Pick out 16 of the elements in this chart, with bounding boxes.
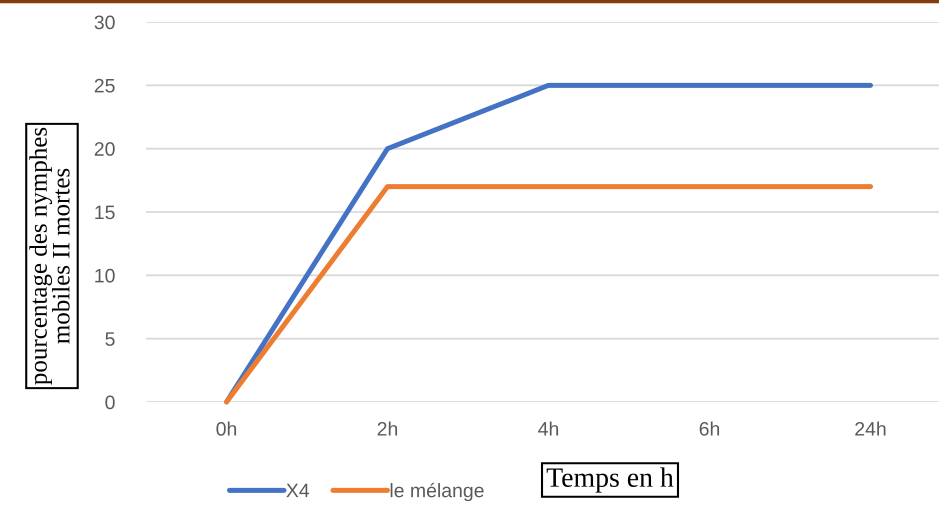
x-tick-label: 4h: [538, 421, 558, 436]
x-tick-label: 24h: [855, 421, 886, 436]
x-tick-label: 0h: [216, 421, 236, 436]
legend-label: le mélange: [390, 482, 484, 502]
x-tick-label: 6h: [700, 421, 720, 436]
y-axis-title: pourcentage des nymphes mobiles II mortes: [29, 128, 70, 385]
y-tick-label: 30: [94, 15, 115, 30]
y-tick-label: 20: [94, 142, 115, 156]
y-tick-label: 0: [105, 395, 115, 410]
y-tick-label: 5: [105, 332, 115, 346]
y-tick-label: 25: [94, 78, 115, 93]
y-tick-label: 10: [95, 268, 115, 283]
x-axis-title: Temps en h: [546, 467, 674, 493]
y-tick-label: 15: [95, 206, 115, 220]
x-tick-label: 2h: [378, 421, 398, 436]
legend-label: X4: [286, 484, 310, 498]
